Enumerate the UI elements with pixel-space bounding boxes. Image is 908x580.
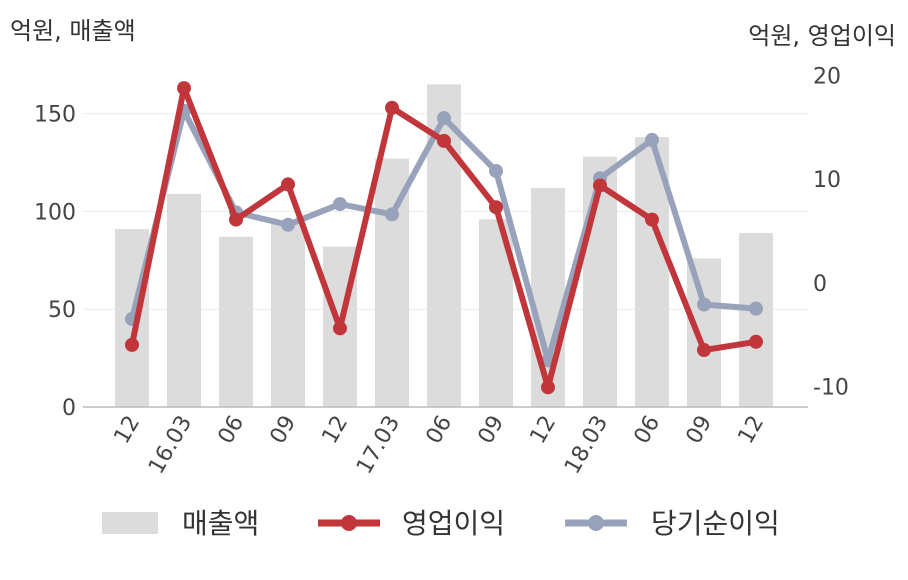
x-tick-label: 09: [266, 412, 302, 449]
point-operating-profit-4: [333, 321, 347, 336]
bar-revenue-5: [375, 158, 409, 407]
x-tick-label: 06: [630, 412, 666, 449]
bar-revenue-2: [219, 236, 253, 407]
x-tick-label: 12: [526, 412, 562, 449]
point-net-income-11: [697, 297, 711, 312]
bar-revenue-8: [531, 187, 565, 407]
point-operating-profit-3: [281, 177, 295, 192]
right-tick-label: 20: [813, 65, 841, 90]
legend-swatch-revenue: [102, 512, 158, 534]
left-tick-label: 100: [34, 200, 76, 225]
point-net-income-10: [645, 132, 659, 147]
x-tick-label: 06: [214, 412, 250, 449]
right-axis-title: 억원, 영업이익: [748, 22, 896, 50]
line-series-operating-profit: [125, 81, 763, 395]
point-net-income-6: [437, 111, 451, 126]
left-axis-title: 억원, 매출액: [10, 17, 136, 45]
x-tick-label: 09: [474, 412, 510, 449]
right-axis-ticks: -10 0 10 20: [813, 65, 849, 401]
right-tick-label: 0: [813, 272, 827, 297]
point-net-income-12: [749, 301, 763, 316]
point-operating-profit-6: [437, 133, 451, 148]
legend-marker-operating-profit: [341, 515, 357, 531]
legend-label-net-income: 당기순이익: [651, 507, 780, 540]
x-tick-label: 16.03: [144, 412, 197, 479]
bar-revenue-9: [583, 156, 617, 407]
right-tick-label: 10: [813, 168, 841, 193]
left-axis-ticks: 0 50 100 150: [34, 103, 76, 421]
bar-revenue-3: [271, 223, 305, 407]
point-operating-profit-5: [385, 100, 399, 115]
legend: 매출액 영업이익 당기순이익: [102, 507, 780, 540]
point-operating-profit-9: [593, 178, 607, 193]
point-net-income-3: [281, 217, 295, 232]
point-net-income-5: [385, 207, 399, 222]
line-series: [125, 81, 763, 395]
point-operating-profit-0: [125, 337, 139, 352]
bar-revenue-1: [167, 193, 201, 407]
x-tick-label: 12: [734, 412, 770, 449]
bar-revenue-11: [687, 258, 721, 407]
legend-label-revenue: 매출액: [182, 507, 259, 540]
point-operating-profit-8: [541, 380, 555, 395]
right-tick-label: -10: [813, 375, 849, 400]
legend-label-operating-profit: 영업이익: [402, 507, 505, 540]
point-operating-profit-12: [749, 334, 763, 349]
x-tick-label: 18.03: [560, 412, 613, 479]
legend-marker-net-income: [588, 515, 604, 531]
point-operating-profit-1: [177, 81, 191, 96]
point-operating-profit-7: [489, 200, 503, 215]
left-tick-label: 0: [62, 396, 76, 421]
point-net-income-7: [489, 163, 503, 178]
bar-revenue-12: [739, 232, 773, 407]
x-tick-label: 09: [682, 412, 718, 449]
point-operating-profit-10: [645, 212, 659, 227]
point-net-income-4: [333, 197, 347, 212]
x-tick-label: 06: [422, 412, 458, 449]
x-tick-label: 12: [318, 412, 354, 449]
left-tick-label: 50: [48, 298, 76, 323]
x-tick-label: 17.03: [352, 412, 405, 479]
left-tick-label: 150: [34, 103, 76, 128]
x-tick-label: 12: [110, 412, 146, 449]
bar-series-revenue: [115, 84, 773, 407]
point-operating-profit-11: [697, 343, 711, 358]
point-operating-profit-2: [229, 212, 243, 227]
